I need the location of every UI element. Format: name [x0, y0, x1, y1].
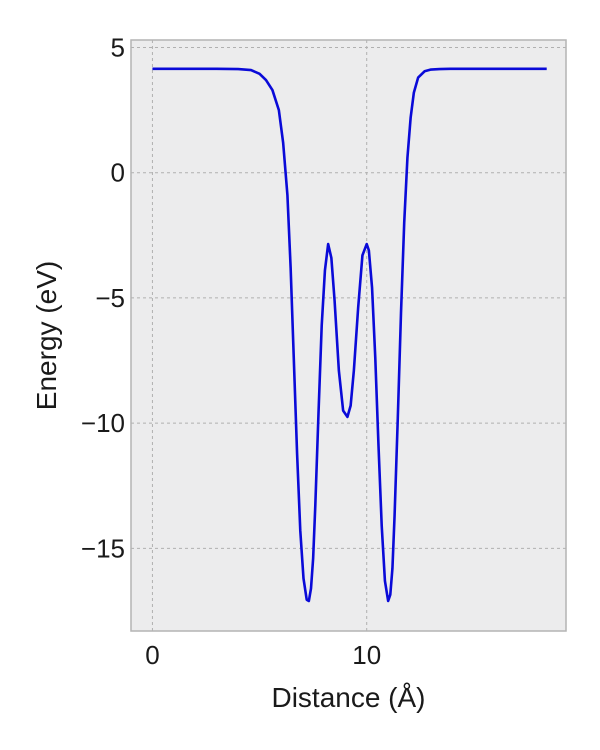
plot-area: [131, 40, 566, 631]
tick-labels: 0 10 5 0 −5 −10 −15: [81, 33, 381, 670]
plot-frame: [130, 39, 567, 632]
x-tick-label: 0: [145, 640, 159, 670]
y-axis-label: Energy (eV): [31, 261, 62, 410]
y-tick-label: −10: [81, 408, 125, 438]
y-tick-label: −15: [81, 533, 125, 563]
x-axis-label: Distance (Å): [271, 682, 425, 713]
grid: [131, 40, 566, 631]
y-tick-label: 5: [111, 33, 125, 63]
series-line: [152, 67, 547, 603]
y-tick-label: −5: [95, 283, 125, 313]
x-tick-label: 10: [352, 640, 381, 670]
y-tick-label: 0: [111, 158, 125, 188]
